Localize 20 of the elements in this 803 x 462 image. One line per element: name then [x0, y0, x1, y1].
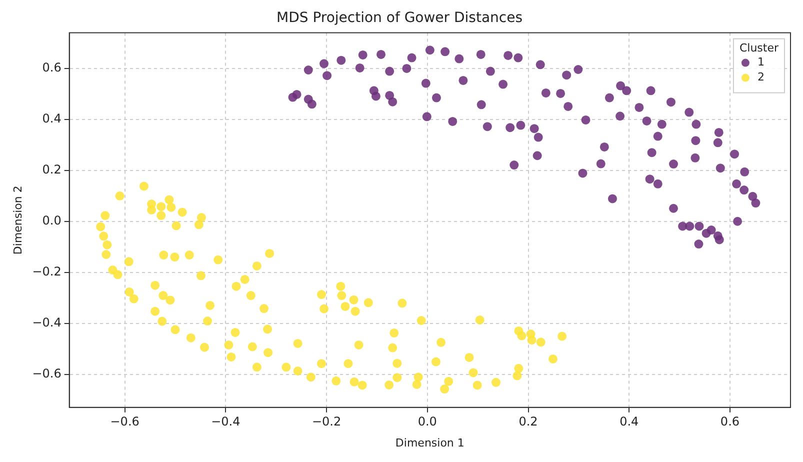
y-tick-label: 0.0: [42, 214, 62, 228]
x-tick-label: −0.4: [211, 414, 240, 429]
x-tick-label: 0.4: [620, 414, 639, 429]
y-tick-label: 0.6: [42, 60, 62, 75]
legend-title: Cluster: [739, 42, 779, 55]
x-tick-label: 0.6: [720, 414, 740, 429]
x-tick-label: −0.2: [312, 414, 342, 429]
x-tick-label: 0.2: [518, 414, 538, 429]
x-tick-label: 0.0: [418, 414, 437, 429]
x-axis-title: Dimension 1: [395, 436, 464, 450]
chart-title: MDS Projection of Gower Distances: [276, 10, 523, 26]
y-axis-title: Dimension 2: [11, 186, 24, 255]
y-tick-label: −0.4: [32, 315, 62, 330]
y-tick-label: 0.2: [42, 162, 62, 177]
legend-label: 2: [757, 70, 764, 84]
y-tick-label: −0.2: [32, 264, 62, 278]
legend-label: 1: [757, 56, 764, 69]
x-tick-label: −0.6: [110, 414, 140, 429]
y-tick-label: −0.6: [32, 366, 62, 380]
y-tick-label: 0.4: [42, 112, 62, 126]
